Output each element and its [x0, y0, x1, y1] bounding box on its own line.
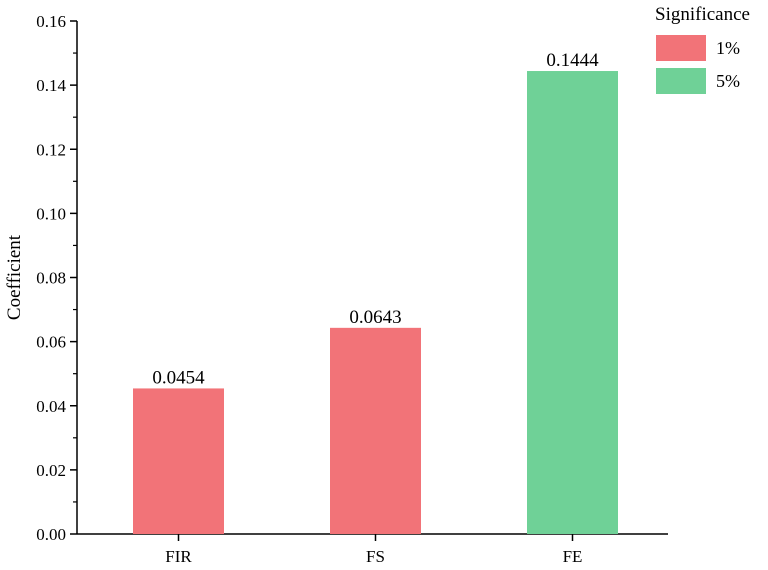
legend-label-1: 1% [716, 38, 740, 58]
bar-fir [133, 388, 224, 534]
bar-fs [330, 327, 421, 534]
bars: 0.0454 0.0643 0.1444 [133, 50, 618, 534]
y-tick-label: 0.00 [36, 525, 66, 544]
bar-fe [527, 71, 618, 534]
data-label-fs: 0.0643 [349, 307, 401, 328]
legend: Significance 1% 5% [655, 4, 750, 94]
legend-label-2: 5% [716, 71, 740, 91]
y-axis-title: Coefficient [4, 234, 25, 320]
x-tick-label-fir: FIR [165, 547, 192, 566]
y-tick-label: 0.06 [36, 333, 66, 352]
y-tick-label: 0.16 [36, 12, 66, 31]
data-label-fe: 0.1444 [546, 50, 599, 71]
axes: 0.00 0.02 0.04 0.06 0.08 0.10 0.12 0.14 0.16 Coef… [4, 12, 668, 566]
legend-swatch-1 [656, 35, 706, 61]
y-tick-label: 0.04 [36, 397, 66, 416]
x-tick-label-fs: FS [366, 547, 385, 566]
y-tick-label: 0.08 [36, 269, 66, 288]
legend-title: Significance [655, 4, 750, 25]
x-tick-label-fe: FE [563, 547, 583, 566]
y-tick-label: 0.10 [36, 204, 66, 223]
data-label-fir: 0.0454 [152, 367, 205, 388]
legend-swatch-2 [656, 68, 706, 94]
y-tick-label: 0.12 [36, 140, 66, 159]
y-tick-label: 0.14 [36, 76, 66, 95]
y-tick-label: 0.02 [36, 461, 66, 480]
